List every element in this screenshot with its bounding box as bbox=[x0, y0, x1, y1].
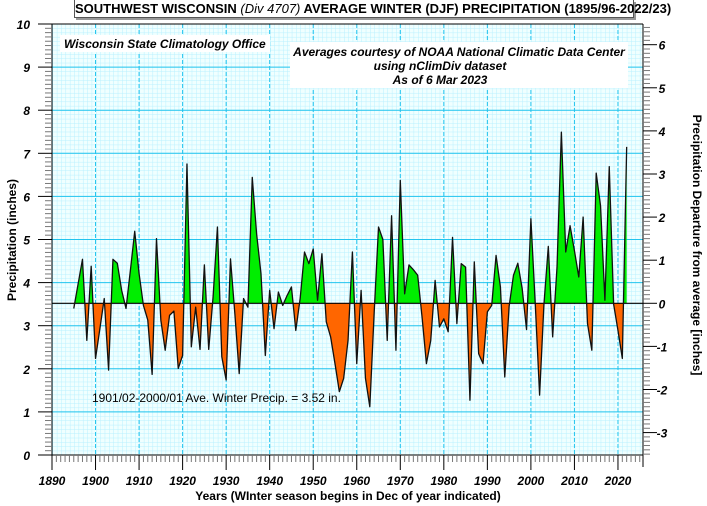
x-tick-label: 1960 bbox=[343, 474, 370, 488]
credits-line3: As of 6 Mar 2023 bbox=[392, 73, 488, 87]
average-note: 1901/02-2000/01 Ave. Winter Precip. = 3.… bbox=[92, 391, 341, 405]
y-tick-label: 8 bbox=[23, 104, 30, 118]
y-right-tick-label: 0 bbox=[659, 297, 666, 311]
y-right-tick-label: 1 bbox=[659, 254, 666, 268]
y-tick-label: 9 bbox=[23, 61, 30, 75]
x-tick-label: 1950 bbox=[300, 474, 327, 488]
chart-title: SOUTHWEST WISCONSIN (Div 4707) AVERAGE W… bbox=[74, 0, 671, 18]
x-tick-label: 2010 bbox=[560, 474, 588, 488]
y-tick-label: 7 bbox=[23, 147, 31, 161]
title-rest: AVERAGE WINTER (DJF) PRECIPITATION (1895… bbox=[303, 1, 672, 16]
y-right-tick-label: 6 bbox=[659, 39, 666, 53]
x-tick-label: 1910 bbox=[126, 474, 153, 488]
y-right-tick-label: -3 bbox=[657, 427, 668, 441]
credits-line2: using nClimDiv dataset bbox=[374, 59, 508, 73]
y-tick-label: 4 bbox=[22, 277, 30, 291]
x-tick-label: 1920 bbox=[169, 474, 196, 488]
y-right-tick-label: 5 bbox=[659, 82, 666, 96]
y-right-axis-label: Precipitation Departure from average [in… bbox=[690, 115, 704, 376]
x-tick-label: 1900 bbox=[82, 474, 109, 488]
y-tick-label: 6 bbox=[23, 190, 30, 204]
x-axis-label: Years (WInter season begins in Dec of ye… bbox=[195, 489, 500, 503]
credits-line1: Averages courtesy of NOAA National Clima… bbox=[292, 45, 626, 59]
x-tick-label: 1940 bbox=[256, 474, 283, 488]
office-label-bg bbox=[60, 35, 270, 52]
y-axis-label: Precipitation (inches) bbox=[5, 179, 19, 301]
y-right-tick-label: 4 bbox=[658, 125, 666, 139]
title-region: SOUTHWEST WISCONSIN bbox=[75, 1, 237, 16]
y-tick-label: 10 bbox=[17, 18, 31, 32]
axes bbox=[38, 23, 657, 470]
y-tick-label: 5 bbox=[23, 234, 30, 248]
x-tick-label: 1930 bbox=[213, 474, 240, 488]
y-right-tick-label: 3 bbox=[659, 168, 666, 182]
y-tick-label: 0 bbox=[23, 449, 30, 463]
departure-areas bbox=[52, 131, 643, 408]
precipitation-line bbox=[73, 131, 628, 408]
y-right-tick-label: 2 bbox=[658, 211, 666, 225]
credits-box bbox=[290, 42, 628, 88]
x-tick-label: 1990 bbox=[474, 474, 501, 488]
x-tick-label: 1890 bbox=[39, 474, 66, 488]
office-label: Wisconsin State Climatology Office bbox=[64, 37, 266, 51]
y-tick-label: 3 bbox=[23, 320, 30, 334]
x-tick-label: 1970 bbox=[387, 474, 414, 488]
x-tick-label: 2020 bbox=[604, 474, 632, 488]
tick-labels: 0 1 2 3 4 5 6 7 8 9 10 -3 -2 -1 0 1 2 3 4 5 6 1890 1900 1910 192… bbox=[17, 18, 668, 488]
title-division: (Div 4707) bbox=[240, 1, 301, 16]
x-tick-label: 1980 bbox=[430, 474, 457, 488]
above-average-area bbox=[74, 132, 627, 304]
y-right-tick-label: -2 bbox=[657, 383, 668, 397]
y-right-tick-label: -1 bbox=[657, 340, 668, 354]
x-tick-label: 2000 bbox=[517, 474, 545, 488]
y-tick-label: 1 bbox=[23, 406, 30, 420]
y-tick-label: 2 bbox=[22, 363, 30, 377]
